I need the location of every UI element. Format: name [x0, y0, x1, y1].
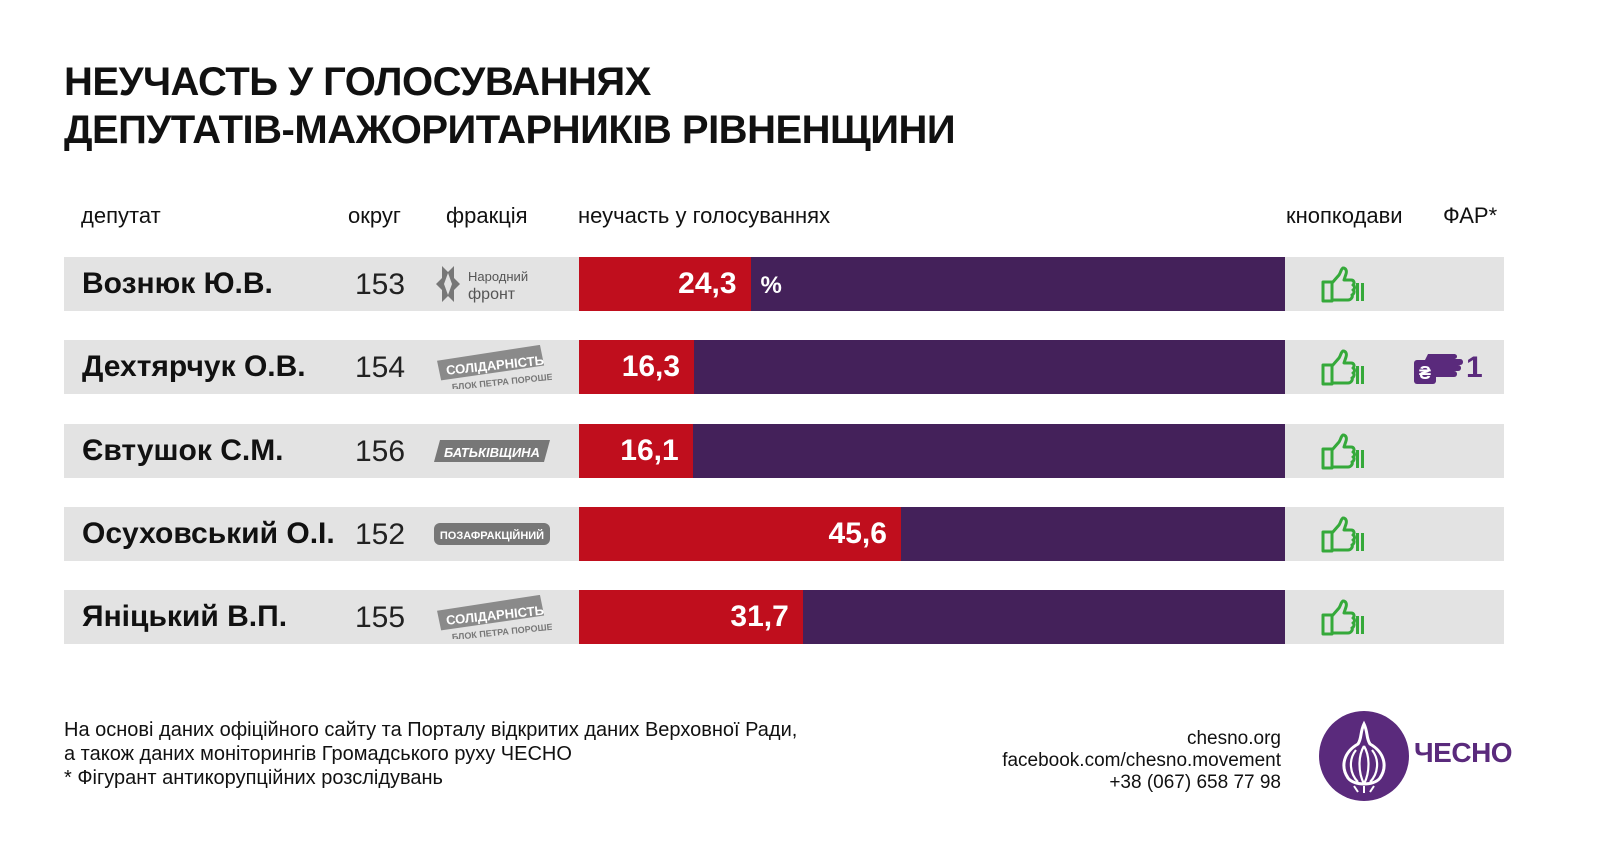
participation-bar: 24,3%	[579, 257, 1285, 311]
contacts: chesno.org facebook.com/chesno.movement …	[1002, 728, 1281, 794]
table-row: Вознюк Ю.В. 153 Народний фронт 24,3%	[64, 257, 1504, 311]
deputy-name: Осуховський О.І.	[82, 517, 335, 550]
facebook-link[interactable]: facebook.com/chesno.movement	[1002, 750, 1281, 771]
faction-logo: СОЛІДАРНІСТЬ БЛОК ПЕТРА ПОРОШЕНКА	[432, 594, 572, 642]
participation-bar: 16,1	[579, 424, 1285, 478]
page-title: НЕУЧАСТЬ У ГОЛОСУВАННЯХ ДЕПУТАТІВ-МАЖОРИ…	[64, 58, 956, 154]
table-row: Євтушок С.М. 156 БАТЬКІВЩИНА 16,1	[64, 424, 1504, 478]
deputy-name: Вознюк Ю.В.	[82, 267, 273, 300]
district-number: 154	[355, 351, 406, 384]
thumbs-up-icon	[1319, 598, 1365, 638]
footnote: * Фігурант антикорупційних розслідувань	[64, 767, 443, 789]
percent-sign: %	[760, 272, 782, 299]
deputy-name: Дехтярчук О.В.	[82, 350, 306, 383]
faction-text-1: БАТЬКІВЩИНА	[444, 445, 540, 460]
hand-money-icon: ₴	[1414, 346, 1464, 391]
district-number: 156	[355, 435, 406, 468]
header-district: округ	[348, 203, 401, 228]
faction-text-1: ПОЗАФРАКЦІЙНИЙ	[440, 529, 544, 542]
site-link[interactable]: chesno.org	[1186, 728, 1281, 749]
district-number: 155	[355, 601, 406, 634]
faction-text-2: фронт	[468, 286, 516, 303]
absence-bar	[579, 340, 695, 394]
svg-text:₴: ₴	[1419, 363, 1431, 383]
far-indicator: ₴ 1	[1414, 348, 1483, 388]
header-deputy: депутат	[81, 203, 161, 228]
table-row: Осуховський О.І. 152 ПОЗАФРАКЦІЙНИЙ 45,6	[64, 507, 1504, 561]
absence-value: 31,7	[730, 600, 789, 633]
faction-logo: СОЛІДАРНІСТЬ БЛОК ПЕТРА ПОРОШЕНКА	[432, 344, 572, 392]
garlic-logo-icon	[1319, 711, 1409, 801]
deputy-name: Євтушок С.М.	[82, 434, 284, 467]
absence-value: 24,3	[678, 267, 737, 300]
thumbs-up-icon	[1319, 348, 1365, 388]
phone-number: +38 (067) 658 77 98	[1109, 772, 1281, 793]
table-row: Яніцький В.П. 155 СОЛІДАРНІСТЬ БЛОК ПЕТРА П…	[64, 590, 1504, 644]
participation-bar: 31,7	[579, 590, 1285, 644]
table-row: Дехтярчук О.В. 154 СОЛІДАРНІСТЬ БЛОК ПЕТРА …	[64, 340, 1504, 394]
faction-logo: ПОЗАФРАКЦІЙНИЙ	[432, 512, 552, 556]
source-line-2: а також даних моніторингів Громадського …	[64, 743, 572, 765]
absence-value: 16,1	[620, 434, 679, 467]
faction-text-1: Народний	[468, 269, 528, 284]
absence-bar	[579, 424, 693, 478]
absence-bar	[579, 590, 803, 644]
thumbs-up-icon	[1319, 515, 1365, 555]
participation-bar: 45,6	[579, 507, 1285, 561]
absence-value: 16,3	[621, 350, 681, 383]
absence-value: 45,6	[828, 517, 887, 550]
deputy-name: Яніцький В.П.	[82, 600, 288, 633]
district-number: 153	[355, 268, 406, 301]
title-line-2: ДЕПУТАТІВ-МАЖОРИТАРНИКІВ РІВНЕНЩИНИ	[64, 108, 956, 152]
logo-text: ЧЕСНО	[1414, 737, 1513, 768]
far-count: 1	[1466, 351, 1483, 384]
header-far: ФАР*	[1443, 203, 1498, 228]
thumbs-up-icon	[1319, 432, 1365, 472]
thumbs-up-icon	[1319, 265, 1365, 305]
header-button-voting: кнопкодави	[1286, 203, 1403, 228]
absence-bar	[579, 507, 901, 561]
source-note: На основі даних офіційного сайту та Порт…	[64, 718, 797, 790]
absence-bar	[579, 257, 751, 311]
participation-bar: 16,3	[579, 340, 1285, 394]
source-line-1: На основі даних офіційного сайту та Порт…	[64, 719, 798, 741]
district-number: 152	[355, 518, 406, 551]
faction-logo: Народний фронт	[432, 262, 552, 306]
title-line-1: НЕУЧАСТЬ У ГОЛОСУВАННЯХ	[64, 60, 651, 104]
faction-logo: БАТЬКІВЩИНА	[432, 429, 552, 473]
header-faction: фракція	[446, 203, 528, 228]
header-absence: неучасть у голосуваннях	[578, 203, 831, 228]
